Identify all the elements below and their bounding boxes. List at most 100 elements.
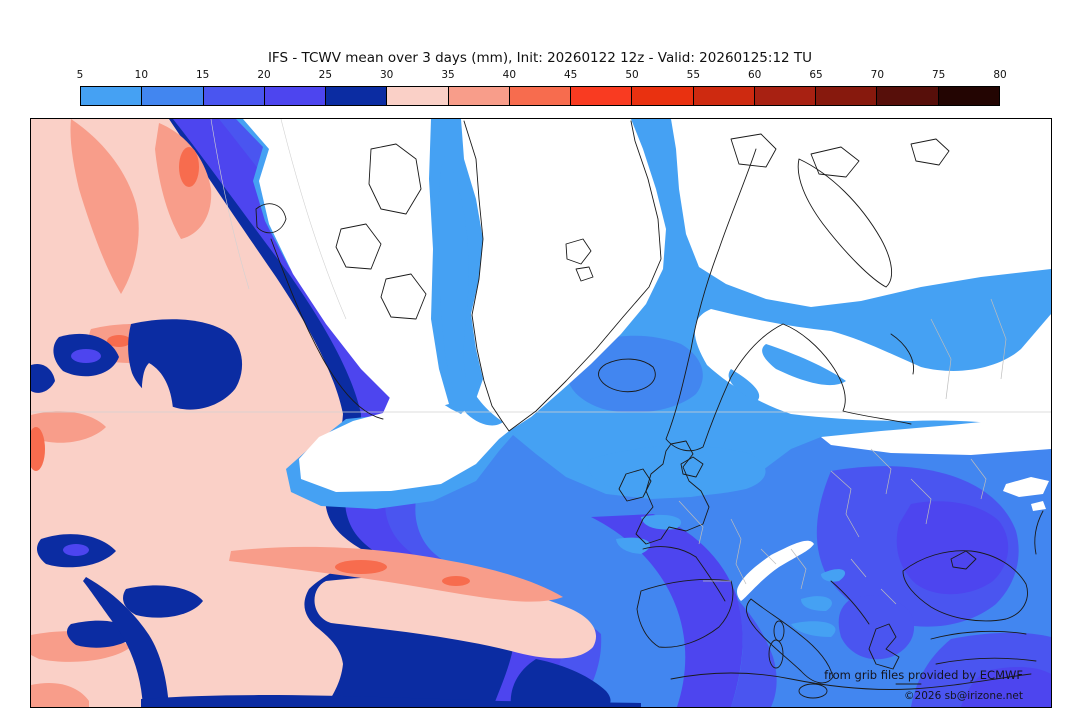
colorbar-tick-60: 60 [747, 69, 762, 81]
coast-labrador [270, 238, 384, 420]
dry-white-regions [243, 119, 1051, 601]
colorbar-segment-50-55 [632, 87, 694, 105]
colorbar-segment-35-40 [448, 87, 510, 105]
navy-gibraltar-blob [510, 659, 611, 707]
colorbar-segment-60-65 [754, 87, 817, 105]
coast-novaya-zemlya [797, 158, 892, 288]
coast-svalbard [565, 238, 592, 265]
coast-blacksea [902, 550, 1028, 622]
tyrrhenian-patch [801, 596, 832, 611]
red-spots [31, 147, 470, 586]
colorbar-segment-25-30 [326, 87, 388, 105]
colorbar-tick-55: 55 [686, 69, 701, 81]
coast-denmark [680, 456, 704, 478]
biscay-patch [616, 537, 651, 554]
gulf-bothnia [728, 369, 760, 402]
lightblue-seas [438, 154, 846, 637]
coast-iceland [598, 358, 656, 393]
colorbar-segment-40-45 [509, 87, 572, 105]
colorbar-tick-25: 25 [318, 69, 333, 81]
colorbar-tick-65: 65 [809, 69, 823, 81]
colorbar-tick-40: 40 [502, 69, 517, 81]
white-ukraine-wedge [821, 415, 1051, 455]
colorbar-tick-labels: 5 10 15 20 25 30 35 40 45 50 55 60 65 70 75 80 [76, 69, 1007, 83]
band-20-25-south [591, 514, 743, 707]
colorbar-tick-45: 45 [563, 69, 578, 81]
coast-bothnia [782, 323, 912, 425]
coast-baffin-islands [368, 143, 422, 215]
colorbar-segment-75-80 [938, 87, 999, 105]
coast-arctic-islands [910, 138, 950, 166]
blacksea-20-25-core [896, 501, 1009, 595]
colorbar-segment-45-50 [571, 87, 633, 105]
colorbar-segment-70-75 [877, 87, 939, 105]
coast-arctic-islands [730, 133, 777, 168]
coast-italy [745, 598, 834, 684]
coast-north-africa [670, 672, 1032, 690]
colorbar-segment-30-35 [387, 87, 449, 105]
davis-strait [438, 154, 503, 426]
band-15-20-south [731, 599, 777, 707]
north-sea-patch [587, 445, 766, 497]
white-caucasus-2 [1031, 501, 1046, 511]
pink-streak-in-navy [142, 363, 173, 448]
white-arctic-russia [671, 119, 1051, 307]
adriatic-sliver [821, 569, 846, 582]
colorbar-segment-65-70 [816, 87, 878, 105]
colorbar-tick-30: 30 [379, 69, 394, 81]
coast-britain [635, 440, 710, 545]
se-corner-20-25 [961, 667, 1051, 707]
coast-brittany [642, 546, 697, 558]
coast-corsica [773, 620, 785, 642]
coastlines [255, 120, 1044, 699]
colorbar-tick-70: 70 [870, 69, 885, 81]
colorbar-segment-20-25 [264, 87, 327, 105]
white-scandinavia [694, 309, 1051, 429]
tcwv-map: from grib files provided by ECMWF ©2026 … [30, 118, 1052, 708]
coast-svalbard [575, 266, 594, 282]
coast-adriatic [830, 580, 870, 625]
coast-crimea [950, 550, 977, 570]
coast-greenland [463, 120, 662, 432]
colorbar-tick-75: 75 [931, 69, 946, 81]
colorbar-tick-50: 50 [625, 69, 639, 81]
coast-white-sea [890, 333, 914, 375]
coast-sardinia [768, 639, 784, 669]
coast-newfoundland [255, 203, 287, 234]
coast-caspian [1034, 510, 1044, 555]
baltic-sea [762, 344, 846, 386]
country-borders [678, 298, 1007, 605]
violet-sliver [71, 349, 101, 363]
colorbar-tick-80: 80 [993, 69, 1007, 81]
colorbar-segment-15-20 [203, 87, 265, 105]
violet-sliver [63, 544, 89, 556]
coast-biscay [695, 556, 726, 602]
white-caucasus [1003, 477, 1049, 497]
channel-patch [641, 514, 682, 530]
coast-ireland [618, 468, 652, 502]
coast-turkey-south [935, 657, 1037, 665]
attribution-line2: ©2026 sb@irizone.net [904, 690, 1023, 702]
iceland-sea-10-15 [566, 335, 703, 413]
white-alps [737, 540, 814, 601]
white-greenland-dryslot [299, 119, 666, 492]
colorbar-segment-10-15 [142, 87, 204, 105]
coast-arctic-islands [810, 146, 860, 178]
coast-iberia [636, 579, 734, 648]
attribution-line1: from grib files provided by ECMWF [824, 668, 1023, 682]
colorbar-segment-5-10 [81, 87, 143, 105]
coast-turkey-north [930, 630, 1027, 640]
colorbar-tick-10: 10 [134, 69, 149, 81]
colorbar-tick-15: 15 [195, 69, 210, 81]
coast-baffin-islands [335, 223, 382, 270]
coast-sicily [798, 683, 828, 699]
colorbar-tick-5: 5 [76, 69, 84, 81]
colorbar [80, 86, 1000, 106]
coast-baffin-islands [380, 273, 427, 320]
colorbar-tick-20: 20 [257, 69, 271, 81]
coast-norway [665, 148, 784, 452]
page-title: IFS - TCWV mean over 3 days (mm), Init: … [267, 50, 813, 66]
med-patch [791, 621, 836, 637]
colorbar-tick-35: 35 [441, 69, 455, 81]
